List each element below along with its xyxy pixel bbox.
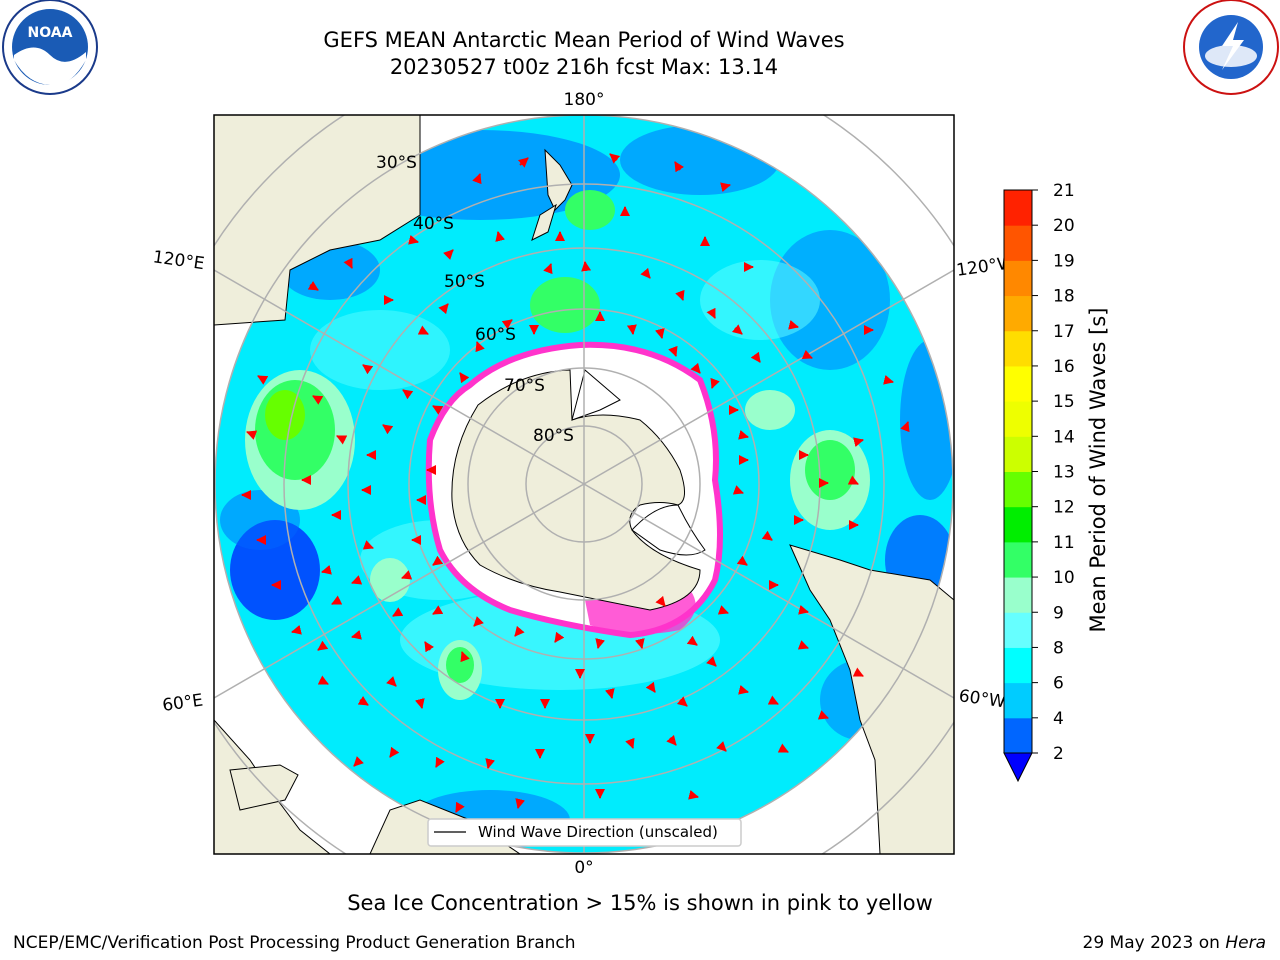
colorbar-segment: [1004, 682, 1032, 719]
lon-label-120e: 120°E: [152, 247, 206, 274]
chart-title: GEFS MEAN Antarctic Mean Period of Wind …: [323, 28, 845, 52]
colorbar-segment: [1004, 717, 1032, 754]
colorbar-tick-label: 2: [1053, 744, 1064, 764]
colorbar-segment: [1004, 541, 1032, 578]
colorbar-tick-label: 6: [1053, 674, 1064, 694]
colorbar-tick-label: 9: [1053, 603, 1064, 623]
lon-label-60e: 60°E: [161, 691, 204, 716]
colorbar-under-triangle: [1003, 752, 1033, 783]
wind-wave-arrows: [241, 153, 910, 813]
colorbar-tick-label: 18: [1053, 287, 1075, 307]
colorbar: 2 4 6 8 9 10 11 12 13 14 15 16 17 18 19 20 21: [1003, 181, 1075, 783]
colorbar-segment: [1004, 471, 1032, 508]
colorbar-label: Mean Period of Wind Waves [s]: [1086, 308, 1110, 633]
footer-machine: Hera: [1225, 933, 1266, 953]
colorbar-segment: [1004, 577, 1032, 613]
colorbar-segment: [1004, 260, 1032, 297]
colorbar-tick-label: 20: [1053, 216, 1075, 236]
colorbar-tick-label: 17: [1053, 322, 1075, 342]
colorbar-segment: [1004, 401, 1032, 437]
sea-ice-note: Sea Ice Concentration > 15% is shown in …: [347, 891, 933, 915]
nws-logo-icon: [1183, 0, 1279, 95]
footer-right: 29 May 2023 on Hera: [1083, 933, 1267, 953]
map-frame: [213, 114, 955, 855]
colorbar-segment: [1004, 190, 1032, 226]
legend: Wind Wave Direction (unscaled): [427, 818, 742, 847]
lat-label-40s: 40°S: [413, 214, 454, 234]
colorbar-tick-label: 10: [1053, 568, 1075, 588]
colorbar-segment: [1004, 612, 1032, 648]
colorbar-tick-label: 12: [1053, 498, 1075, 518]
chart-subtitle: 20230527 t00z 216h fcst Max: 13.14: [389, 55, 779, 79]
lat-label-30s: 30°S: [376, 153, 417, 173]
svg-text:NOAA: NOAA: [28, 25, 73, 41]
colorbar-segment: [1004, 225, 1032, 261]
colorbar-segment: [1004, 647, 1032, 684]
colorbar-tick-label: 8: [1053, 638, 1064, 658]
legend-label: Wind Wave Direction (unscaled): [478, 823, 718, 841]
lat-label-70s: 70°S: [504, 376, 545, 396]
lat-label-60s: 60°S: [475, 325, 516, 345]
lat-label-50s: 50°S: [444, 272, 485, 292]
colorbar-segment: [1004, 295, 1032, 332]
map-area: Wind Wave Direction (unscaled): [214, 115, 954, 854]
colorbar-segment: [1004, 365, 1032, 402]
colorbar-tick-label: 21: [1053, 181, 1075, 201]
colorbar-tick-label: 16: [1053, 357, 1075, 377]
colorbar-tick-label: 13: [1053, 463, 1075, 483]
colorbar-segment: [1004, 436, 1032, 472]
colorbar-tick-label: 4: [1053, 709, 1064, 729]
footer-date: 29 May 2023 on: [1082, 933, 1226, 953]
colorbar-tick-label: 15: [1053, 392, 1075, 412]
footer-left: NCEP/EMC/Verification Post Processing Pr…: [13, 933, 576, 953]
lon-label-0: 0°: [574, 858, 593, 878]
lon-label-180: 180°: [564, 90, 605, 110]
lon-label-60w: 60°W: [958, 686, 1007, 712]
colorbar-tick-label: 19: [1053, 251, 1075, 271]
colorbar-tick-label: 11: [1053, 533, 1075, 553]
lat-label-80s: 80°S: [533, 426, 574, 446]
colorbar-segment: [1004, 330, 1032, 367]
colorbar-segment: [1004, 506, 1032, 543]
noaa-logo-icon: NOAA: [2, 0, 98, 95]
colorbar-tick-label: 14: [1053, 427, 1075, 447]
